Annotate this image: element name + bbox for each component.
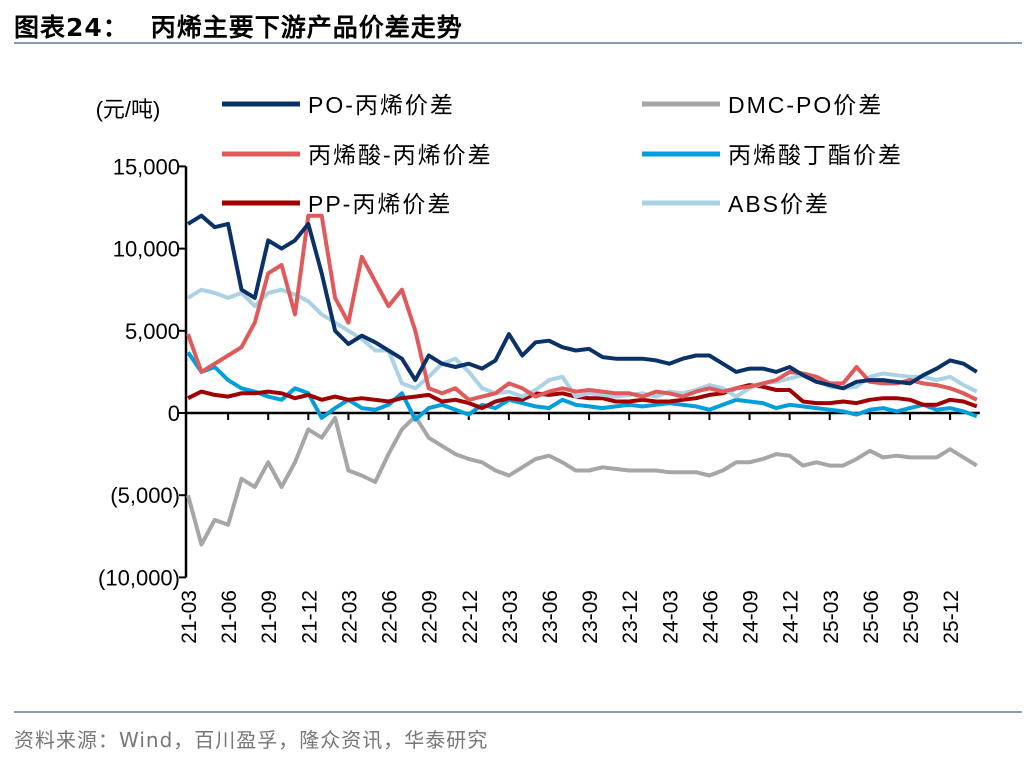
x-tick-label: 22-12 xyxy=(459,590,482,644)
y-tick-label: (5,000) xyxy=(110,483,180,508)
x-tick-label: 23-12 xyxy=(619,590,642,644)
footer-divider xyxy=(14,711,1022,713)
figure-number: 图表24： xyxy=(14,13,129,42)
y-tick-label: 15,000 xyxy=(113,154,180,179)
figure-title: 图表24： 丙烯主要下游产品价差走势 xyxy=(14,8,463,44)
series-line-4 xyxy=(187,383,978,411)
x-tick-label: 23-06 xyxy=(539,590,562,644)
series-lines xyxy=(186,213,978,547)
x-tick-label: 25-03 xyxy=(820,590,843,644)
legend-label: PP-丙烯价差 xyxy=(308,191,452,217)
x-tick-label: 23-09 xyxy=(579,590,602,644)
x-tick-label: 21-09 xyxy=(258,590,281,644)
legend-item: PP-丙烯价差 xyxy=(222,191,452,217)
y-axis: 15,000 10,000 5,000 0 (5,000) (10,000) xyxy=(98,154,188,590)
source-note: 资料来源：Wind，百川盈孚，隆众资讯，华泰研究 xyxy=(14,728,489,752)
figure-title-text: 丙烯主要下游产品价差走势 xyxy=(150,13,463,42)
x-tick-label: 22-03 xyxy=(338,590,361,644)
series-line-2 xyxy=(186,213,978,402)
legend-item: ABS价差 xyxy=(642,191,830,217)
legend-item: PO-丙烯价差 xyxy=(222,92,455,118)
x-tick-label: 23-03 xyxy=(499,590,522,644)
series-line-1 xyxy=(186,414,978,547)
x-tick-label: 24-06 xyxy=(699,590,722,644)
x-tick-label: 25-12 xyxy=(940,590,963,644)
x-tick-label: 22-09 xyxy=(419,590,442,644)
series-line-3 xyxy=(186,351,978,422)
x-tick-label: 24-09 xyxy=(740,590,763,644)
x-axis: 21-03 21-06 21-09 21-12 22-03 22-06 22-09 22-12… xyxy=(178,411,980,644)
y-tick-label: 10,000 xyxy=(113,237,180,262)
legend-label: PO-丙烯价差 xyxy=(308,92,455,118)
y-tick-label: 5,000 xyxy=(125,319,180,344)
series-line-0 xyxy=(186,213,978,391)
x-tick-label: 25-09 xyxy=(900,590,923,644)
x-tick-label: 24-12 xyxy=(780,590,803,644)
x-tick-label: 24-03 xyxy=(659,590,682,644)
legend-label: 丙烯酸-丙烯价差 xyxy=(308,142,493,168)
x-tick-label: 21-06 xyxy=(218,590,241,644)
legend-item: DMC-PO价差 xyxy=(642,92,883,118)
x-tick-label: 21-03 xyxy=(178,590,201,644)
y-tick-label: 0 xyxy=(168,401,180,426)
x-tick-label: 25-06 xyxy=(860,590,883,644)
legend-label: 丙烯酸丁酯价差 xyxy=(728,142,903,168)
title-divider xyxy=(14,42,1022,44)
legend-item: 丙烯酸-丙烯价差 xyxy=(222,142,493,168)
line-chart: (元/吨) 15,00010,0005,0000(5,000)(10,000) … xyxy=(96,92,980,644)
legend-label: DMC-PO价差 xyxy=(728,92,883,118)
legend-label: ABS价差 xyxy=(728,191,830,217)
x-tick-label: 22-06 xyxy=(379,590,402,644)
x-tick-label: 21-12 xyxy=(298,590,321,644)
y-tick-label: (10,000) xyxy=(98,565,180,590)
legend-item: 丙烯酸丁酯价差 xyxy=(642,142,903,168)
y-unit-label: (元/吨) xyxy=(96,97,161,122)
